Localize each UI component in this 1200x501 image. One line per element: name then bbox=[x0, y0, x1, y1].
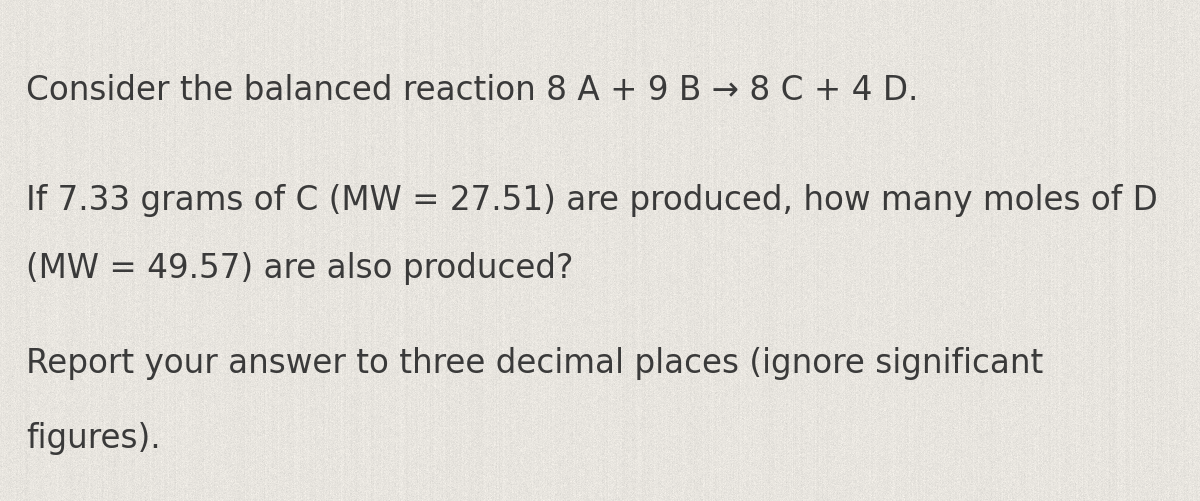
Text: Report your answer to three decimal places (ignore significant: Report your answer to three decimal plac… bbox=[26, 347, 1044, 380]
Text: If 7.33 grams of C (MW = 27.51) are produced, how many moles of D: If 7.33 grams of C (MW = 27.51) are prod… bbox=[26, 184, 1158, 217]
Text: figures).: figures). bbox=[26, 422, 161, 455]
Text: (MW = 49.57) are also produced?: (MW = 49.57) are also produced? bbox=[26, 252, 574, 285]
Text: Consider the balanced reaction 8 A + 9 B → 8 C + 4 D.: Consider the balanced reaction 8 A + 9 B… bbox=[26, 74, 919, 107]
